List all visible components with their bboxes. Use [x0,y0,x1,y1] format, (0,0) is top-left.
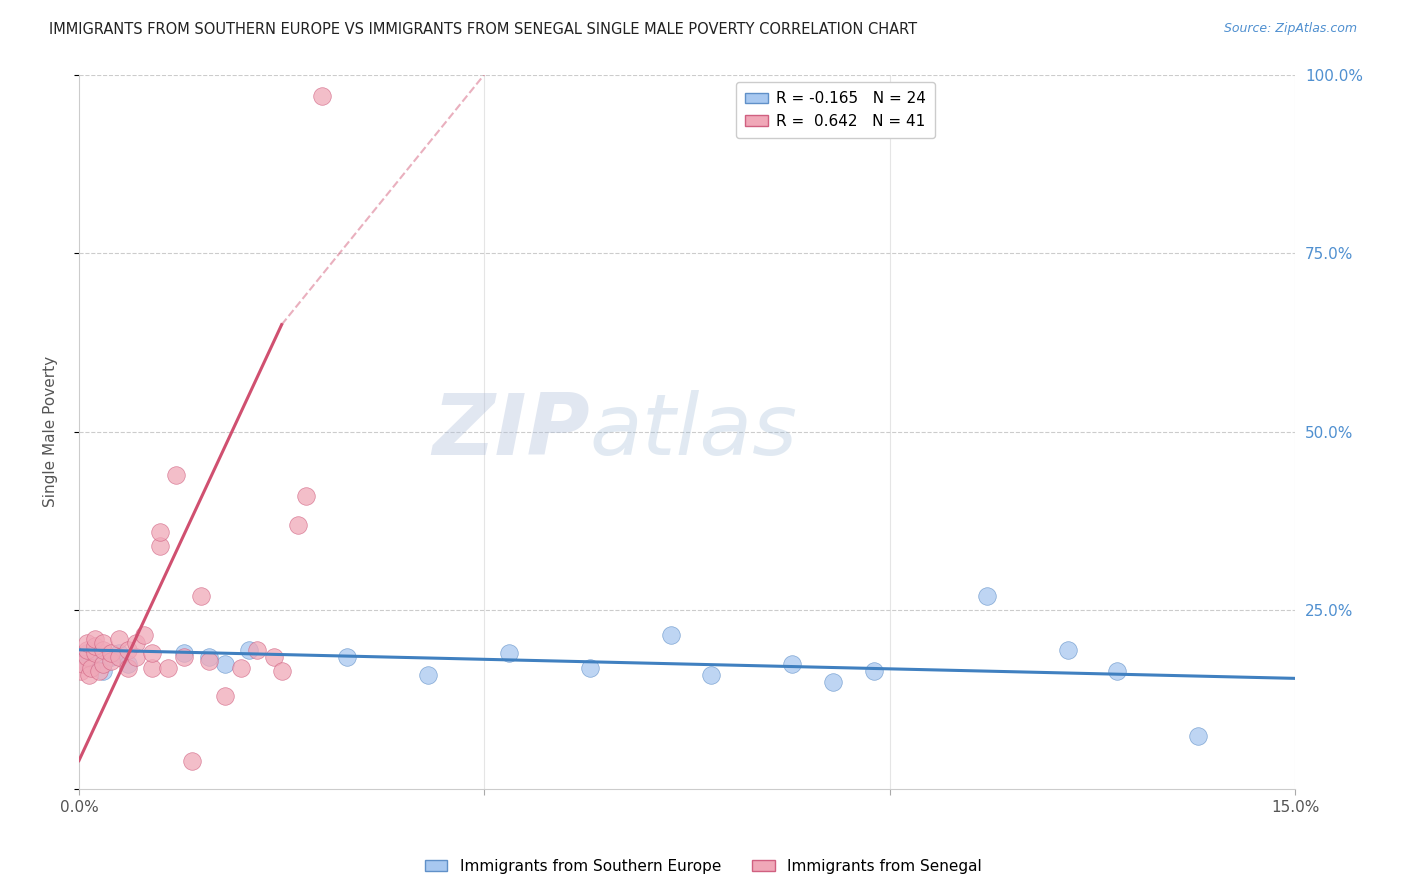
Text: IMMIGRANTS FROM SOUTHERN EUROPE VS IMMIGRANTS FROM SENEGAL SINGLE MALE POVERTY C: IMMIGRANTS FROM SOUTHERN EUROPE VS IMMIG… [49,22,917,37]
Point [197,649,219,664]
Point [229,660,252,674]
Point [91,642,114,657]
Point [84,639,107,653]
Point [76,649,98,664]
Point [76,646,98,660]
Point [270,665,292,679]
Point [1187,729,1209,743]
Point [246,642,269,657]
Point [76,657,98,671]
Point [141,646,163,660]
Point [117,657,139,671]
Point [84,653,107,667]
Point [80,660,103,674]
Point [157,660,180,674]
Point [117,642,139,657]
Point [89,665,111,679]
Point [197,653,219,667]
Point [214,657,236,671]
Point [173,646,195,660]
Point [72,657,94,671]
Point [149,524,172,539]
Point [76,642,98,657]
Text: ZIP: ZIP [432,391,589,474]
Point [498,646,520,660]
Point [108,632,131,646]
Point [70,665,93,679]
Point [91,635,114,649]
Point [165,467,187,482]
Point [141,660,163,674]
Point [263,649,285,664]
Point [100,649,122,664]
Point [287,517,309,532]
Point [181,754,204,768]
Point [1105,665,1128,679]
Point [295,489,318,503]
Point [190,589,212,603]
Point [108,649,131,664]
Text: Source: ZipAtlas.com: Source: ZipAtlas.com [1223,22,1357,36]
Point [100,653,122,667]
Legend: R = -0.165   N = 24, R =  0.642   N = 41: R = -0.165 N = 24, R = 0.642 N = 41 [737,82,935,138]
Point [84,646,107,660]
Point [862,665,884,679]
Point [578,660,600,674]
Point [238,642,260,657]
Point [659,628,682,642]
Point [149,539,172,553]
Point [782,657,804,671]
Point [125,635,148,649]
Point [91,657,114,671]
Point [821,675,844,690]
Point [416,668,439,682]
Point [1057,642,1080,657]
Point [76,635,98,649]
Point [976,589,998,603]
Point [311,89,333,103]
Point [79,668,101,682]
Point [100,646,122,660]
Point [700,668,723,682]
Point [125,649,148,664]
Y-axis label: Single Male Poverty: Single Male Poverty [44,356,58,508]
Legend: Immigrants from Southern Europe, Immigrants from Senegal: Immigrants from Southern Europe, Immigra… [419,853,987,880]
Point [84,632,107,646]
Point [335,649,357,664]
Text: atlas: atlas [589,391,797,474]
Point [173,649,195,664]
Point [117,660,139,674]
Point [91,665,114,679]
Point [214,690,236,704]
Point [108,646,131,660]
Point [132,628,155,642]
